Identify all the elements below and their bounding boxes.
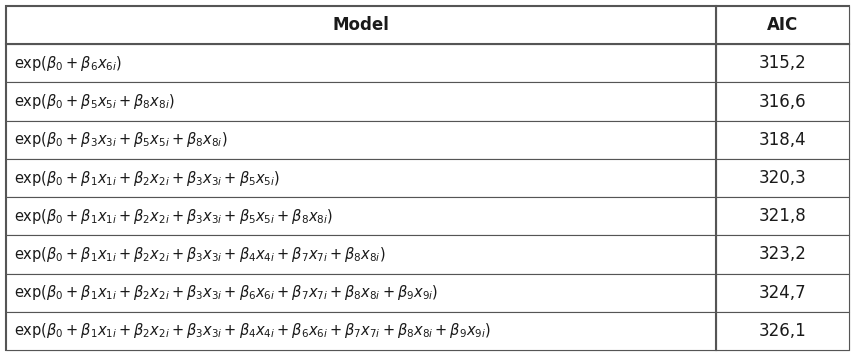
- Bar: [6, 159, 716, 197]
- Text: AIC: AIC: [767, 16, 798, 34]
- Text: 318,4: 318,4: [758, 131, 806, 149]
- Text: 326,1: 326,1: [758, 322, 806, 340]
- Bar: [716, 312, 849, 350]
- Bar: [6, 83, 716, 121]
- Text: 321,8: 321,8: [758, 207, 806, 225]
- Bar: [716, 6, 849, 44]
- Text: $\exp(\beta_0 + \beta_5 x_{5i} + \beta_8 x_{8i})$: $\exp(\beta_0 + \beta_5 x_{5i} + \beta_8…: [14, 92, 174, 111]
- Text: 324,7: 324,7: [758, 284, 806, 302]
- Text: $\exp(\beta_0 + \beta_1 x_{1i} + \beta_2 x_{2i} + \beta_3 x_{3i} + \beta_5 x_{5i: $\exp(\beta_0 + \beta_1 x_{1i} + \beta_2…: [14, 168, 280, 188]
- Text: $\exp(\beta_0 + \beta_1 x_{1i} + \beta_2 x_{2i} + \beta_3 x_{3i} + \beta_5 x_{5i: $\exp(\beta_0 + \beta_1 x_{1i} + \beta_2…: [14, 207, 333, 226]
- Bar: [6, 312, 716, 350]
- Bar: [6, 121, 716, 159]
- Text: $\exp(\beta_0 + \beta_1 x_{1i} + \beta_2 x_{2i} + \beta_3 x_{3i} + \beta_4 x_{4i: $\exp(\beta_0 + \beta_1 x_{1i} + \beta_2…: [14, 321, 491, 340]
- Text: $\exp(\beta_0 + \beta_1 x_{1i} + \beta_2 x_{2i} + \beta_3 x_{3i} + \beta_4 x_{4i: $\exp(\beta_0 + \beta_1 x_{1i} + \beta_2…: [14, 245, 386, 264]
- Text: 323,2: 323,2: [758, 245, 806, 263]
- Bar: [6, 235, 716, 273]
- Bar: [716, 197, 849, 235]
- Bar: [6, 6, 716, 44]
- Bar: [6, 273, 716, 312]
- Text: 315,2: 315,2: [758, 54, 806, 72]
- Bar: [6, 44, 716, 83]
- Bar: [716, 44, 849, 83]
- Bar: [716, 83, 849, 121]
- Bar: [716, 121, 849, 159]
- Bar: [716, 235, 849, 273]
- Bar: [716, 273, 849, 312]
- Text: $\exp(\beta_0 + \beta_1 x_{1i} + \beta_2 x_{2i} + \beta_3 x_{3i} + \beta_6 x_{6i: $\exp(\beta_0 + \beta_1 x_{1i} + \beta_2…: [14, 283, 439, 302]
- Text: 316,6: 316,6: [758, 93, 806, 111]
- Bar: [716, 159, 849, 197]
- Bar: [6, 197, 716, 235]
- Text: $\exp(\beta_0 + \beta_3 x_{3i} + \beta_5 x_{5i} + \beta_8 x_{8i})$: $\exp(\beta_0 + \beta_3 x_{3i} + \beta_5…: [14, 130, 227, 149]
- Text: $\exp(\beta_0 + \beta_6 x_{6i})$: $\exp(\beta_0 + \beta_6 x_{6i})$: [14, 54, 122, 73]
- Text: Model: Model: [333, 16, 389, 34]
- Text: 320,3: 320,3: [758, 169, 806, 187]
